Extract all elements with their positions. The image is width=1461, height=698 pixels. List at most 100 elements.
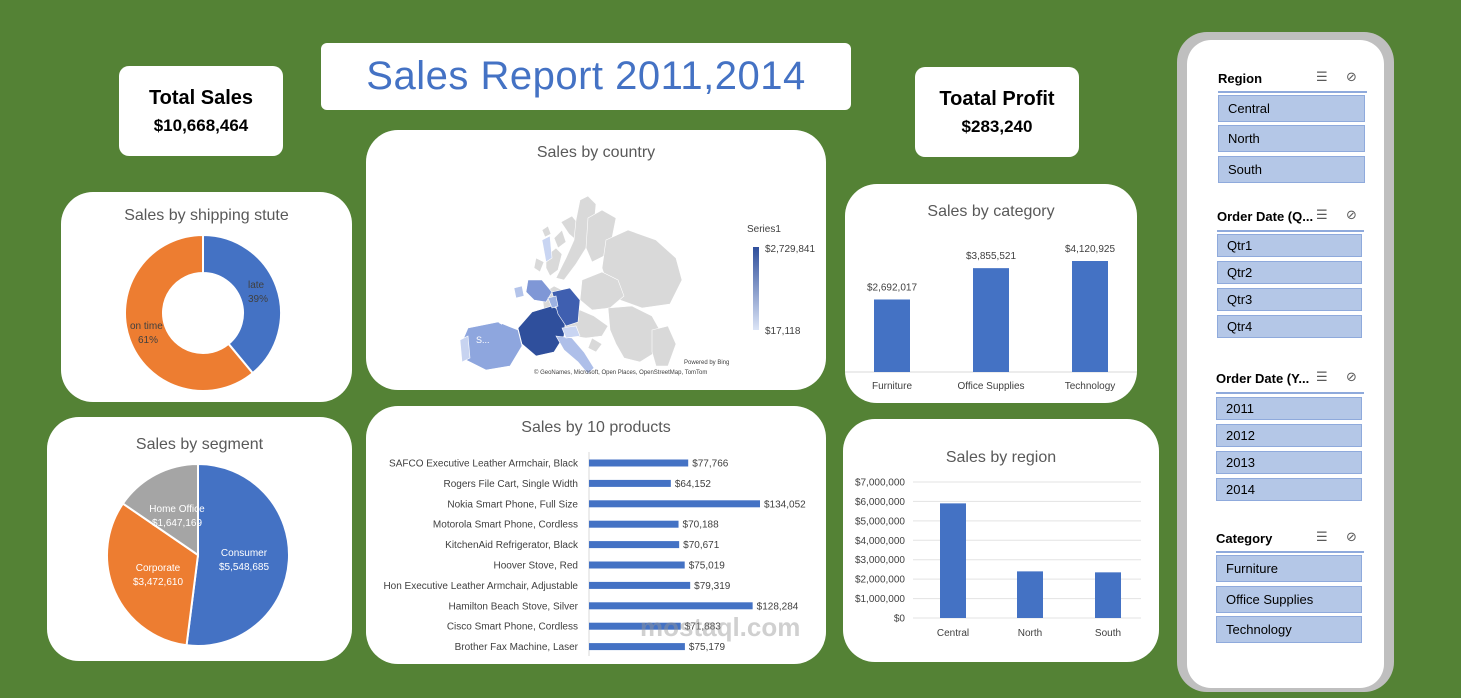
region-bar-chart: $0 $1,000,000 $2,000,000 $3,000,000 $4,000,0…: [855, 478, 1141, 639]
pie-value: $3,472,610: [133, 577, 183, 588]
donut-slice-on-time: [124, 233, 255, 392]
slicer-item-south[interactable]: South: [1218, 156, 1365, 183]
slicer-item-furniture[interactable]: Furniture: [1216, 555, 1362, 582]
shipping-chart-card[interactable]: Sales by shipping stute late 39% on time 61…: [61, 192, 352, 402]
product-label: KitchenAid Refrigerator, Black: [445, 540, 579, 551]
product-value: $128,284: [757, 601, 799, 612]
slicer-item-2011[interactable]: 2011: [1216, 397, 1362, 420]
region-label: North: [1018, 628, 1042, 639]
clear-filter-icon[interactable]: ⊘: [1346, 69, 1357, 84]
region-bar: [940, 503, 966, 618]
category-bar: [874, 299, 910, 372]
total-profit-card: Toatal Profit $283,240: [915, 67, 1079, 157]
slicer-title-category: Category: [1216, 531, 1273, 546]
product-label: Rogers File Cart, Single Width: [444, 479, 579, 490]
category-bar: [1072, 261, 1108, 372]
slicer-divider: [1216, 551, 1364, 553]
region-ytick: $7,000,000: [855, 478, 905, 489]
pie-value: $5,548,685: [219, 562, 269, 573]
slicer-item-office-supplies[interactable]: Office Supplies: [1216, 586, 1362, 613]
slicer-item-qtr2[interactable]: Qtr2: [1217, 261, 1362, 284]
category-chart-title: Sales by category: [927, 203, 1055, 220]
donut-slice-late: [202, 233, 282, 375]
products-bar-chart: SAFCO Executive Leather Armchair, Black $…: [383, 452, 806, 656]
category-label: Office Supplies: [957, 381, 1024, 392]
slicer-item-2014[interactable]: 2014: [1216, 478, 1362, 501]
products-chart-title: Sales by 10 products: [521, 419, 671, 436]
pie-label: Consumer: [221, 548, 268, 559]
product-value: $77,766: [692, 459, 729, 470]
slicer-divider: [1217, 230, 1364, 232]
product-value: $79,319: [694, 581, 731, 592]
slicer-item-central[interactable]: Central: [1218, 95, 1365, 122]
country-map-title: Sales by country: [536, 144, 656, 161]
map-legend-min: $17,118: [765, 326, 801, 337]
category-value: $2,692,017: [867, 282, 917, 293]
category-label: Technology: [1065, 381, 1116, 392]
map-italy: [555, 335, 595, 375]
donut-label: on time: [130, 321, 163, 332]
slicer-item-2012[interactable]: 2012: [1216, 424, 1362, 447]
map-legend-max: $2,729,841: [765, 244, 815, 255]
product-bar: [589, 479, 671, 487]
slicer-title-region: Region: [1218, 71, 1263, 86]
product-bar: [589, 520, 679, 528]
product-value: $75,179: [689, 642, 726, 653]
map-uk: [525, 279, 553, 303]
report-title: Sales Report 2011,2014: [366, 54, 806, 98]
product-label: Motorola Smart Phone, Cordless: [433, 520, 578, 531]
map-ireland: [513, 285, 525, 299]
total-sales-label: Total Sales: [148, 86, 254, 109]
europe-map: S... $2... S... Series1 $2,729,841 $17,1…: [459, 195, 815, 376]
total-profit-value: $283,240: [961, 116, 1033, 136]
map-germany: [551, 287, 581, 327]
map-powered-by: Powered by Bing: [684, 360, 729, 366]
multi-select-icon[interactable]: ☰: [1316, 207, 1328, 222]
region-label: South: [1095, 628, 1121, 639]
product-bar: [589, 622, 681, 630]
region-ytick: $3,000,000: [855, 555, 905, 566]
product-bar: [589, 561, 685, 569]
multi-select-icon[interactable]: ☰: [1316, 369, 1328, 384]
product-bar: [589, 541, 680, 549]
region-label: Central: [937, 628, 969, 639]
map-norway-strip: [541, 235, 553, 263]
clear-filter-icon[interactable]: ⊘: [1346, 207, 1357, 222]
total-sales-value: $10,668,464: [153, 115, 249, 135]
product-bar: [589, 500, 760, 508]
products-chart-card[interactable]: Sales by 10 products SAFCO Executive Lea…: [366, 406, 826, 664]
region-ytick: $0: [894, 614, 906, 625]
pie-label: Home Office: [149, 504, 205, 515]
category-value: $4,120,925: [1065, 244, 1115, 255]
product-label: SAFCO Executive Leather Armchair, Black: [389, 459, 579, 470]
segment-chart-card[interactable]: Sales by segment Consumer $5,548,685 Corpo…: [47, 417, 352, 661]
slicer-item-technology[interactable]: Technology: [1216, 616, 1362, 643]
region-chart-card[interactable]: Sales by region $0 $1,000,000 $2,000,000 $3…: [843, 419, 1159, 662]
slicer-item-qtr1[interactable]: Qtr1: [1217, 234, 1362, 257]
multi-select-icon[interactable]: ☰: [1316, 69, 1328, 84]
report-title-card: Sales Report 2011,2014: [321, 43, 851, 110]
map-switzerland-austria: [561, 325, 581, 339]
slicer-item-qtr3[interactable]: Qtr3: [1217, 288, 1362, 311]
multi-select-icon[interactable]: ☰: [1316, 529, 1328, 544]
clear-filter-icon[interactable]: ⊘: [1346, 529, 1357, 544]
product-label: Brother Fax Machine, Laser: [455, 642, 579, 653]
map-attribution: © GeoNames, Microsoft, Open Places, Open…: [534, 369, 707, 376]
clear-filter-icon[interactable]: ⊘: [1346, 369, 1357, 384]
donut-label: late: [248, 280, 265, 291]
donut-percent: 39%: [248, 294, 268, 305]
product-value: $70,188: [683, 520, 720, 531]
slicer-item-2013[interactable]: 2013: [1216, 451, 1362, 474]
country-map-card[interactable]: Sales by country: [366, 130, 826, 390]
segment-chart-title: Sales by segment: [135, 436, 264, 453]
watermark: mostaql.com: [640, 612, 801, 642]
product-value: $134,052: [764, 499, 806, 510]
region-ytick: $5,000,000: [855, 516, 905, 527]
category-chart-card[interactable]: Sales by category $2,692,017 Furniture $3,…: [845, 184, 1137, 403]
pie-slice-corporate: [106, 502, 200, 647]
pie-slice-home-office: [121, 462, 199, 557]
region-ytick: $2,000,000: [855, 575, 905, 586]
slicer-item-qtr4[interactable]: Qtr4: [1217, 315, 1362, 338]
pie-value: $1,647,169: [152, 518, 202, 529]
slicer-item-north[interactable]: North: [1218, 125, 1365, 152]
